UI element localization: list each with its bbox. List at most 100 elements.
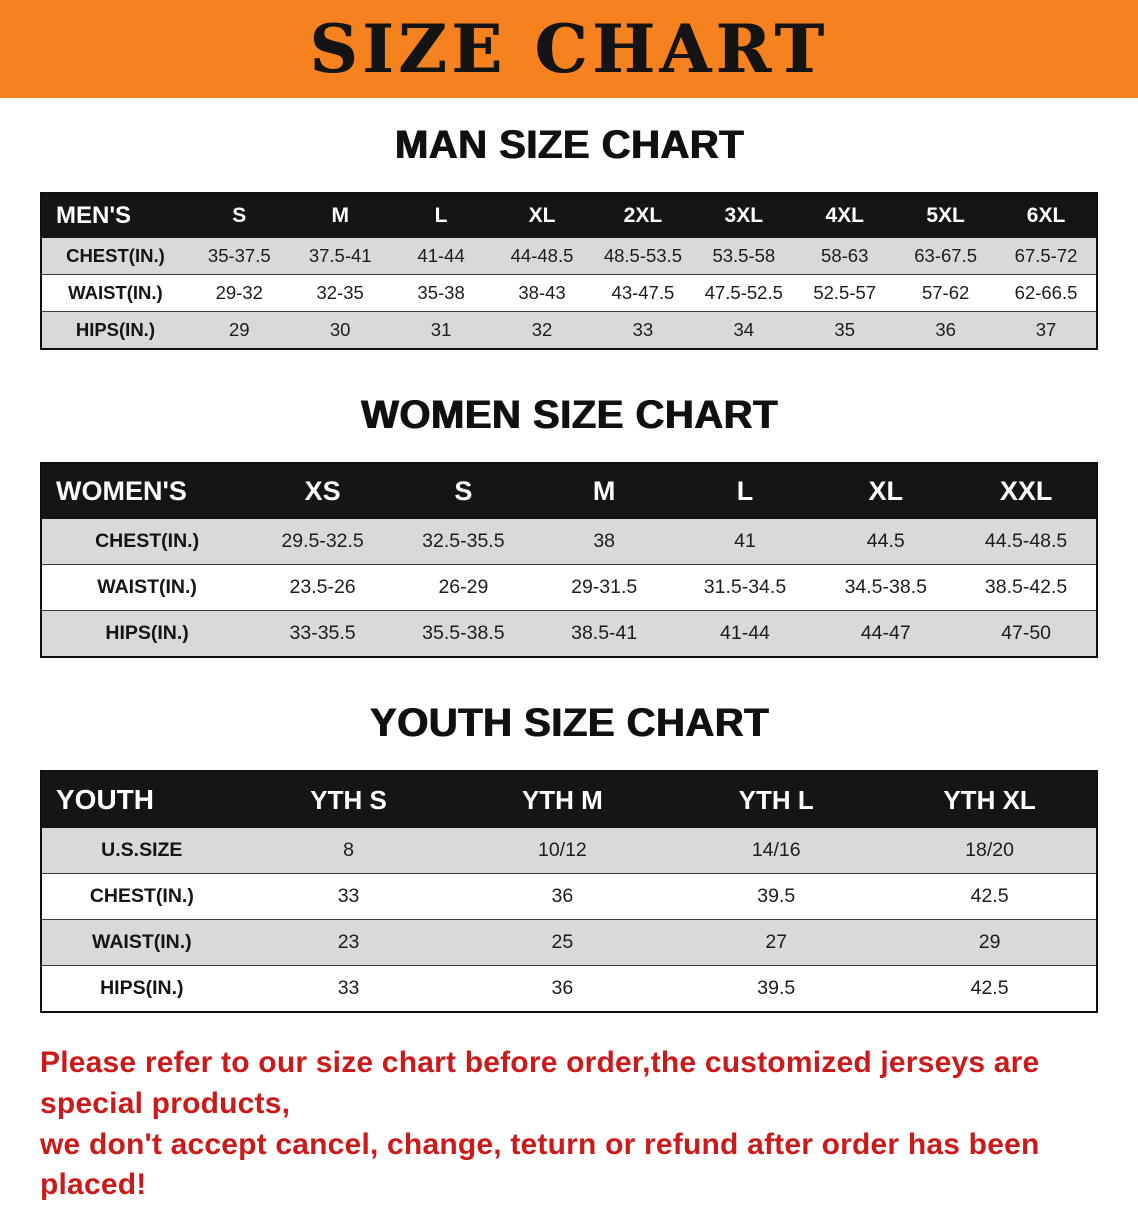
size-value: 31.5-34.5 — [703, 576, 787, 598]
measurement-row: U.S.SIZE 8 10/12 14/16 18/20 — [41, 828, 1097, 874]
measurement-row: CHEST(IN.) 29.5-32.5 32.5-35.5 38 41 44.5 44.5… — [41, 519, 1097, 565]
youth-size-table: YOUTH YTH S YTH M YTH L YTH XL U.S.SIZE 8 10/12… — [40, 770, 1098, 1013]
size-value: 29-32 — [215, 282, 263, 303]
size-column-header: YTH M — [521, 784, 603, 815]
size-value: 43-47.5 — [611, 282, 675, 303]
women-section-heading: WOMEN SIZE CHART — [360, 393, 778, 437]
table-title-cell: YOUTH — [56, 784, 154, 815]
measurement-row: WAIST(IN.) 23 25 27 29 — [41, 919, 1097, 966]
size-column-header: YTH XL — [943, 784, 1036, 815]
men-section-heading: MAN SIZE CHART — [394, 123, 744, 167]
size-column-header: S — [454, 476, 473, 506]
size-value: 31 — [430, 319, 452, 340]
measurement-row: WAIST(IN.) 23.5-26 26-29 29-31.5 31.5-34.5 34… — [41, 564, 1097, 611]
row-label: WAIST(IN.) — [97, 576, 197, 598]
row-label: CHEST(IN.) — [66, 245, 165, 266]
size-column-header: M — [592, 476, 616, 506]
disclaimer-line-1: Please refer to our size chart before or… — [40, 1046, 1040, 1120]
measurement-row: HIPS(IN.) 33 36 39.5 42.5 — [41, 965, 1097, 1012]
size-value: 41 — [734, 530, 756, 552]
size-value: 38.5-41 — [571, 622, 638, 644]
size-column-header: XS — [304, 476, 341, 506]
banner: SIZE CHART — [0, 0, 1138, 98]
size-value: 29.5-32.5 — [281, 530, 364, 552]
size-column-header: 3XL — [724, 204, 764, 227]
row-label: HIPS(IN.) — [105, 622, 189, 644]
size-value: 67.5-72 — [1014, 245, 1078, 266]
row-label: HIPS(IN.) — [75, 319, 155, 340]
table-header-row: YOUTH YTH S YTH M YTH L YTH XL — [41, 771, 1097, 828]
page-title: SIZE CHART — [309, 10, 829, 88]
men-size-section: MAN SIZE CHART MEN'S S M L XL 2XL 3XL 4XL 5XL 6XL… — [0, 124, 1138, 350]
men-size-table: MEN'S S M L XL 2XL 3XL 4XL 5XL 6XL CHEST(IN.) 35-37… — [40, 192, 1098, 350]
size-value: 35 — [834, 319, 855, 340]
size-value: 36 — [551, 885, 574, 907]
size-value: 39.5 — [757, 977, 796, 999]
size-value: 58-63 — [821, 245, 869, 266]
size-value: 62-66.5 — [1014, 282, 1078, 303]
measurement-row: HIPS(IN.) 33-35.5 35.5-38.5 38.5-41 41-44 44-… — [41, 610, 1097, 657]
size-value: 33 — [632, 319, 654, 340]
size-value: 42.5 — [970, 885, 1009, 907]
size-value: 34 — [733, 319, 755, 340]
size-column-header: YTH S — [310, 784, 387, 815]
size-value: 44.5 — [866, 530, 905, 552]
size-value: 52.5-57 — [813, 282, 877, 303]
size-value: 44-47 — [860, 622, 911, 644]
size-column-header: M — [331, 204, 349, 227]
size-value: 36 — [551, 977, 574, 999]
size-value: 36 — [935, 319, 956, 340]
size-value: 37 — [1035, 319, 1057, 340]
size-value: 41-44 — [417, 245, 465, 266]
size-value: 53.5-58 — [712, 245, 776, 266]
size-value: 35-37.5 — [207, 245, 271, 266]
size-value: 35.5-38.5 — [422, 622, 505, 644]
size-value: 37.5-41 — [308, 245, 372, 266]
measurement-row: CHEST(IN.) 33 36 39.5 42.5 — [41, 873, 1097, 920]
row-label: CHEST(IN.) — [89, 885, 194, 907]
size-value: 48.5-53.5 — [603, 245, 682, 266]
size-value: 39.5 — [757, 885, 796, 907]
size-column-header: YTH L — [738, 784, 814, 815]
size-value: 33 — [337, 885, 360, 907]
size-value: 33 — [337, 977, 360, 999]
size-value: 32-35 — [316, 282, 364, 303]
size-column-header: 4XL — [825, 204, 864, 227]
size-value: 30 — [329, 319, 351, 340]
size-value: 44.5-48.5 — [984, 530, 1068, 552]
size-column-header: 6XL — [1026, 204, 1066, 227]
size-value: 42.5 — [970, 977, 1009, 999]
size-value: 25 — [551, 931, 574, 953]
measurement-row: HIPS(IN.) 29 30 31 32 33 34 35 36 37 — [41, 311, 1097, 349]
size-value: 38.5-42.5 — [984, 576, 1068, 598]
size-value: 34.5-38.5 — [844, 576, 927, 598]
disclaimer: Please refer to our size chart before or… — [40, 1043, 1098, 1206]
size-value: 23.5-26 — [289, 576, 356, 598]
row-label: HIPS(IN.) — [100, 977, 184, 999]
size-value: 35-38 — [417, 282, 465, 303]
size-value: 27 — [765, 931, 788, 953]
size-value: 8 — [343, 839, 354, 861]
size-value: 10/12 — [537, 839, 587, 861]
row-label: U.S.SIZE — [101, 839, 183, 861]
women-size-table: WOMEN'S XS S M L XL XXL CHEST(IN.) 29.5-32.5 32.5… — [40, 462, 1098, 658]
size-value: 41-44 — [720, 622, 770, 644]
table-title-cell: WOMEN'S — [56, 476, 187, 506]
size-value: 33-35.5 — [289, 622, 356, 644]
women-size-section: WOMEN SIZE CHART WOMEN'S XS S M L XL XXL CHEST(… — [0, 394, 1138, 658]
table-header-row: WOMEN'S XS S M L XL XXL — [41, 463, 1097, 519]
size-value: 23 — [337, 931, 360, 953]
size-value: 38 — [593, 530, 616, 552]
size-value: 29 — [978, 931, 1001, 953]
size-value: 29-31.5 — [571, 576, 638, 598]
size-column-header: XXL — [999, 476, 1053, 506]
table-header-row: MEN'S S M L XL 2XL 3XL 4XL 5XL 6XL — [41, 193, 1097, 238]
measurement-row: CHEST(IN.) 35-37.5 37.5-41 41-44 44-48.5 48.5… — [41, 238, 1097, 275]
row-label: WAIST(IN.) — [68, 282, 163, 303]
size-value: 26-29 — [438, 576, 489, 598]
size-value: 44-48.5 — [510, 245, 574, 266]
size-column-header: XL — [528, 204, 556, 227]
size-value: 47.5-52.5 — [704, 282, 783, 303]
table-title-cell: MEN'S — [56, 202, 132, 229]
size-column-header: L — [434, 204, 448, 227]
